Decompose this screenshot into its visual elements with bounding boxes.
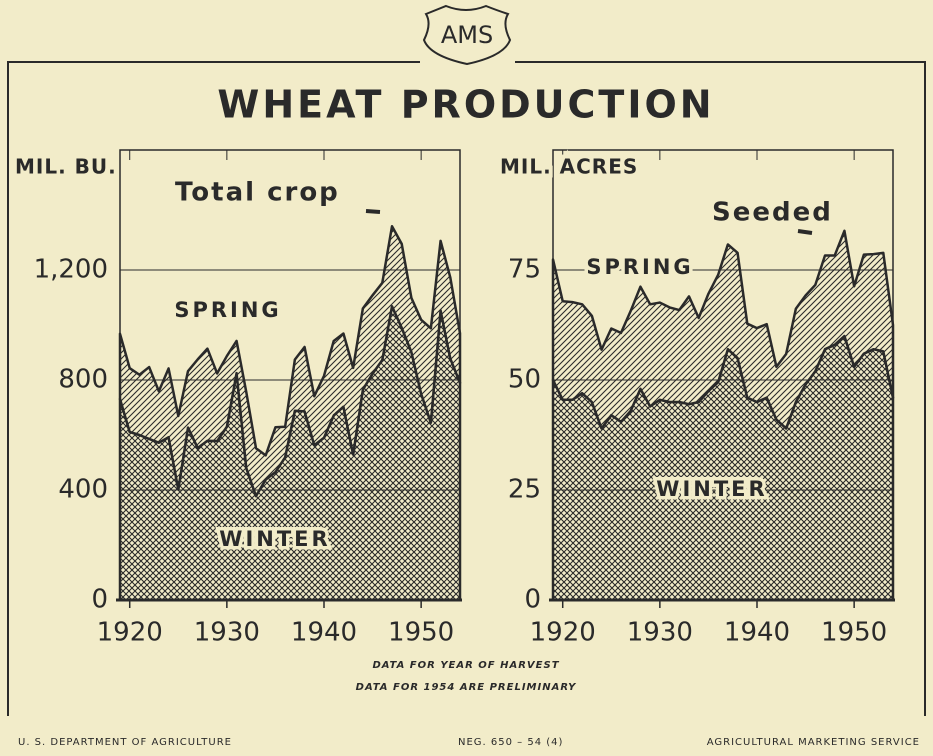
- series-label: WINTER: [219, 527, 330, 551]
- y-tick-label: 0: [91, 585, 108, 615]
- series-label: SPRING: [174, 298, 281, 322]
- y-tick-label: 50: [508, 365, 541, 395]
- x-tick-label: 1930: [194, 618, 260, 648]
- series-label: WINTER: [656, 477, 767, 501]
- footer-middle: NEG. 650 – 54 (4): [458, 737, 563, 748]
- series-label: SPRING: [586, 255, 693, 279]
- annotation-arrow: [366, 211, 380, 212]
- footer-right: AGRICULTURAL MARKETING SERVICE: [707, 737, 920, 748]
- y-axis-title: MIL. ACRES: [500, 155, 638, 179]
- y-tick-label: 25: [508, 475, 541, 505]
- x-tick-label: 1950: [821, 618, 887, 648]
- x-tick-label: 1920: [97, 618, 163, 648]
- annotation: Seeded: [712, 198, 833, 228]
- x-tick-label: 1940: [724, 618, 790, 648]
- annotation: Total crop: [175, 178, 340, 208]
- y-tick-label: 75: [508, 255, 541, 285]
- footer-left: U. S. DEPARTMENT OF AGRICULTURE: [18, 737, 232, 748]
- y-tick-label: 1,200: [34, 255, 108, 285]
- title: WHEAT PRODUCTION: [217, 83, 714, 127]
- logo-text: AMS: [441, 21, 493, 49]
- note: DATA FOR 1954 ARE PRELIMINARY: [356, 682, 577, 693]
- y-tick-label: 800: [58, 365, 108, 395]
- x-tick-label: 1920: [530, 618, 596, 648]
- y-tick-label: 400: [58, 475, 108, 505]
- x-tick-label: 1940: [291, 618, 357, 648]
- x-tick-label: 1950: [388, 618, 454, 648]
- note: DATA FOR YEAR OF HARVEST: [372, 660, 559, 671]
- y-axis-title: MIL. BU.: [15, 155, 117, 179]
- x-tick-label: 1930: [627, 618, 693, 648]
- y-tick-label: 0: [524, 585, 541, 615]
- annotation-arrow: [798, 231, 812, 233]
- page: AMS WHEAT PRODUCTION DATA FOR YEAR OF HA…: [0, 0, 933, 756]
